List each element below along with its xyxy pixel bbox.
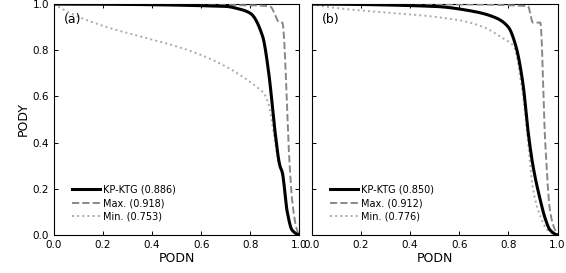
X-axis label: PODN: PODN — [417, 253, 453, 265]
Text: (a): (a) — [63, 13, 81, 26]
Legend: KP-KTG (0.850), Max. (0.912), Min. (0.776): KP-KTG (0.850), Max. (0.912), Min. (0.77… — [327, 181, 438, 225]
Y-axis label: PODY: PODY — [16, 102, 29, 136]
Legend: KP-KTG (0.886), Max. (0.918), Min. (0.753): KP-KTG (0.886), Max. (0.918), Min. (0.75… — [68, 181, 180, 225]
Text: (b): (b) — [321, 13, 339, 26]
X-axis label: PODN: PODN — [158, 253, 195, 265]
